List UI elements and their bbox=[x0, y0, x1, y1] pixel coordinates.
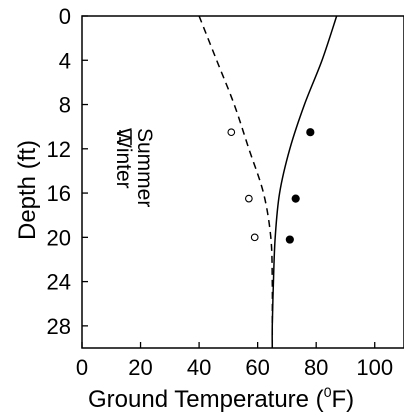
filled-data-point bbox=[306, 128, 315, 137]
x-tick-label: 100 bbox=[356, 355, 393, 380]
y-tick-label: 12 bbox=[47, 137, 71, 162]
x-tick-label: 20 bbox=[128, 355, 152, 380]
open-data-point bbox=[245, 194, 253, 203]
legend: Summer Winter bbox=[112, 128, 156, 207]
series-line-winter bbox=[198, 15, 274, 348]
x-axis-title-unit: F) bbox=[331, 386, 354, 413]
y-tick-label: 0 bbox=[59, 4, 71, 29]
x-axis-title-superscript: 0 bbox=[324, 384, 332, 400]
y-tick-label: 28 bbox=[47, 314, 71, 339]
open-data-point bbox=[250, 233, 259, 242]
plot-frame bbox=[81, 15, 404, 349]
y-tick-label: 4 bbox=[59, 48, 71, 73]
legend-label-summer: Summer bbox=[133, 128, 156, 207]
x-axis-title: Ground Temperature (0F) bbox=[88, 384, 354, 413]
y-tick-label: 20 bbox=[47, 225, 71, 250]
x-axis-title-text: Ground Temperature ( bbox=[88, 386, 324, 413]
filled-data-point bbox=[285, 235, 294, 244]
legend-label-winter: Winter bbox=[112, 128, 135, 189]
series-line-summer bbox=[271, 15, 338, 349]
y-tick-label: 16 bbox=[47, 181, 71, 206]
filled-data-point bbox=[291, 194, 300, 203]
x-tick-label: 0 bbox=[76, 355, 88, 380]
y-tick-label: 8 bbox=[59, 93, 71, 118]
x-tick-label: 40 bbox=[187, 355, 211, 380]
x-tick-label: 60 bbox=[245, 355, 269, 380]
y-axis-title: Depth (ft) bbox=[14, 140, 41, 240]
y-tick-label: 24 bbox=[47, 270, 71, 295]
open-data-point bbox=[227, 128, 236, 137]
x-tick-label: 80 bbox=[304, 355, 328, 380]
